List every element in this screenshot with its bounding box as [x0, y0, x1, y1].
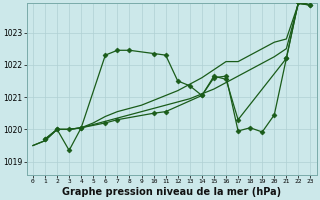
X-axis label: Graphe pression niveau de la mer (hPa): Graphe pression niveau de la mer (hPa) [62, 187, 281, 197]
